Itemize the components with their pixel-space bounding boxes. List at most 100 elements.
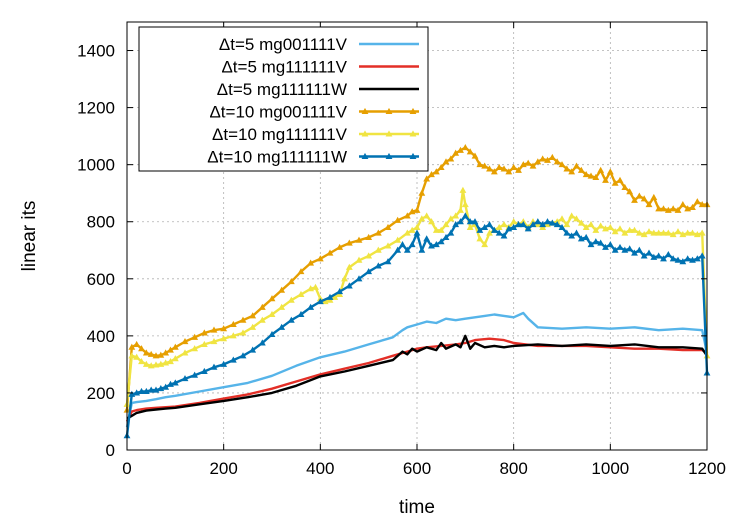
- legend-marker: [361, 152, 369, 160]
- data-point: [447, 155, 455, 162]
- data-point: [355, 236, 363, 243]
- data-point: [626, 245, 634, 252]
- data-point: [374, 229, 382, 236]
- data-point: [138, 387, 145, 395]
- data-point: [611, 179, 619, 186]
- data-point: [631, 249, 638, 256]
- data-point: [287, 278, 295, 285]
- data-point: [466, 223, 474, 230]
- data-point: [544, 218, 551, 225]
- data-point: [437, 163, 445, 171]
- data-point: [461, 212, 469, 219]
- data-point: [459, 186, 467, 193]
- data-point: [689, 203, 696, 210]
- y-tick-label: 1400: [77, 42, 115, 61]
- data-point: [258, 316, 266, 323]
- legend-marker: [409, 130, 417, 137]
- data-point: [278, 303, 286, 310]
- data-point: [191, 345, 199, 352]
- legend-box: [138, 26, 429, 172]
- data-point: [345, 263, 353, 270]
- data-point: [336, 288, 344, 295]
- data-point: [602, 176, 609, 183]
- data-point: [365, 252, 373, 259]
- data-point: [640, 252, 648, 259]
- data-point: [544, 156, 551, 163]
- data-point: [403, 212, 411, 219]
- data-point: [645, 201, 653, 208]
- data-point: [171, 343, 179, 350]
- data-point: [457, 206, 464, 213]
- data-point: [684, 229, 692, 236]
- data-point: [587, 240, 595, 248]
- legend-label: Δt=5 mg001111V: [219, 35, 348, 54]
- data-point: [423, 212, 431, 219]
- data-point: [640, 230, 648, 238]
- legend-marker: [361, 130, 369, 137]
- data-point: [476, 161, 484, 168]
- data-point: [287, 316, 295, 323]
- data-point: [582, 233, 590, 240]
- data-point: [486, 165, 493, 172]
- series-3: [126, 334, 708, 420]
- y-tick-label: 800: [87, 213, 115, 232]
- data-point: [563, 220, 571, 228]
- data-point: [316, 255, 324, 262]
- data-point: [181, 337, 189, 345]
- data-point: [239, 316, 247, 323]
- data-point: [457, 146, 464, 153]
- data-point: [495, 223, 503, 230]
- data-point: [606, 168, 614, 175]
- data-point: [602, 243, 609, 250]
- data-point: [568, 212, 576, 219]
- data-point: [365, 233, 373, 240]
- data-point: [384, 242, 392, 249]
- legend-label: Δt=10 mg111111V: [212, 125, 348, 144]
- data-point: [573, 229, 580, 236]
- data-point: [423, 235, 431, 242]
- data-point: [162, 349, 170, 356]
- data-point: [442, 220, 450, 228]
- data-point: [394, 236, 402, 243]
- data-point: [466, 218, 474, 225]
- data-point: [418, 215, 426, 222]
- data-point: [616, 225, 624, 232]
- data-point: [307, 303, 315, 310]
- data-point: [384, 258, 392, 265]
- data-point: [476, 226, 484, 233]
- data-point: [616, 243, 624, 250]
- data-point: [239, 329, 247, 336]
- data-point: [200, 329, 208, 336]
- series-layer: [123, 143, 711, 439]
- data-point: [374, 262, 382, 269]
- legend-label: Δt=10 mg111111W: [207, 148, 347, 167]
- data-point: [142, 360, 150, 367]
- data-point: [621, 229, 629, 236]
- data-point: [553, 220, 561, 228]
- x-tick-label: 600: [403, 459, 431, 478]
- data-point: [577, 166, 585, 173]
- data-point: [268, 330, 276, 337]
- data-point: [490, 168, 498, 175]
- data-point: [394, 216, 402, 223]
- data-point: [548, 219, 556, 226]
- data-point: [210, 326, 218, 333]
- data-point: [399, 240, 406, 248]
- data-point: [655, 229, 663, 236]
- data-point: [249, 346, 257, 353]
- data-point: [403, 229, 411, 236]
- data-point: [621, 183, 629, 191]
- data-point: [481, 162, 489, 169]
- data-point: [220, 360, 228, 367]
- data-point: [138, 345, 145, 352]
- data-point: [432, 168, 440, 175]
- data-point: [152, 361, 160, 368]
- data-point: [210, 337, 218, 345]
- y-tick-label: 1200: [77, 99, 115, 118]
- data-point: [428, 171, 435, 178]
- data-point: [510, 223, 518, 230]
- data-point: [635, 246, 643, 253]
- data-point: [355, 256, 363, 263]
- data-point: [167, 357, 174, 365]
- data-point: [239, 352, 247, 359]
